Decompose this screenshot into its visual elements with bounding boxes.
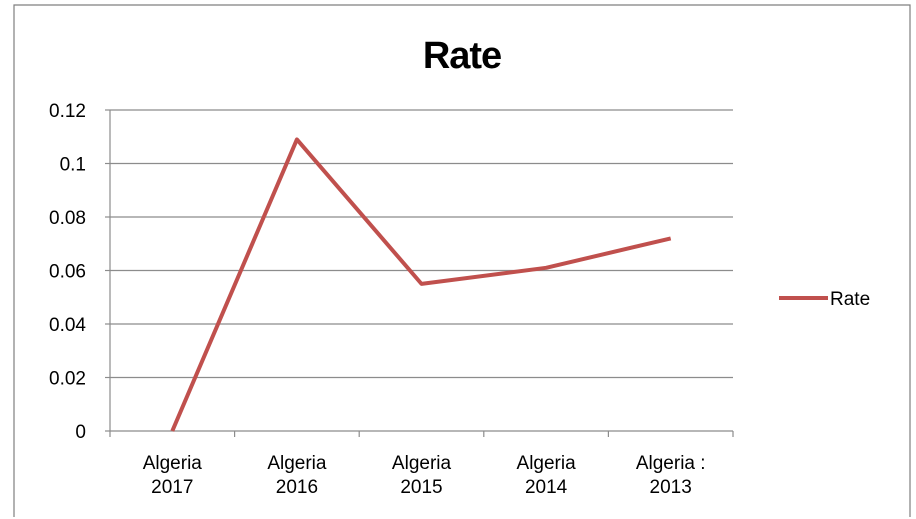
legend-label-rate: Rate: [830, 289, 870, 310]
gridlines: [110, 109, 733, 379]
legend: Rate: [779, 289, 870, 310]
y-tick-label: 0.04: [49, 315, 86, 336]
y-tick-label: 0: [75, 422, 86, 443]
x-tick-label: Algeria 2014: [517, 453, 577, 498]
x-tick-labels: Algeria 2017 Algeria 2016 Algeria 2015 Algeria…: [143, 453, 706, 498]
y-tick-labels: 0 0.02 0.04 0.06 0.08 0.1 0.12: [49, 101, 86, 443]
y-tick-label: 0.1: [60, 155, 86, 176]
y-tick-label: 0.12: [49, 101, 86, 122]
x-tick-label: Algeria 2017: [143, 453, 203, 498]
axes: [105, 109, 734, 437]
x-tick-label: Algeria :2013: [636, 453, 706, 498]
y-tick-label: 0.06: [49, 262, 86, 283]
x-tick-label: Algeria 2016: [267, 453, 327, 498]
series-line-rate: [170, 137, 672, 432]
chart-title: Rate: [423, 35, 501, 77]
x-tick-label: Algeria 2015: [392, 453, 452, 498]
y-tick-label: 0.08: [49, 208, 86, 229]
y-tick-label: 0.02: [49, 369, 86, 390]
chart-border: [13, 4, 911, 517]
series-lines: [170, 137, 672, 432]
